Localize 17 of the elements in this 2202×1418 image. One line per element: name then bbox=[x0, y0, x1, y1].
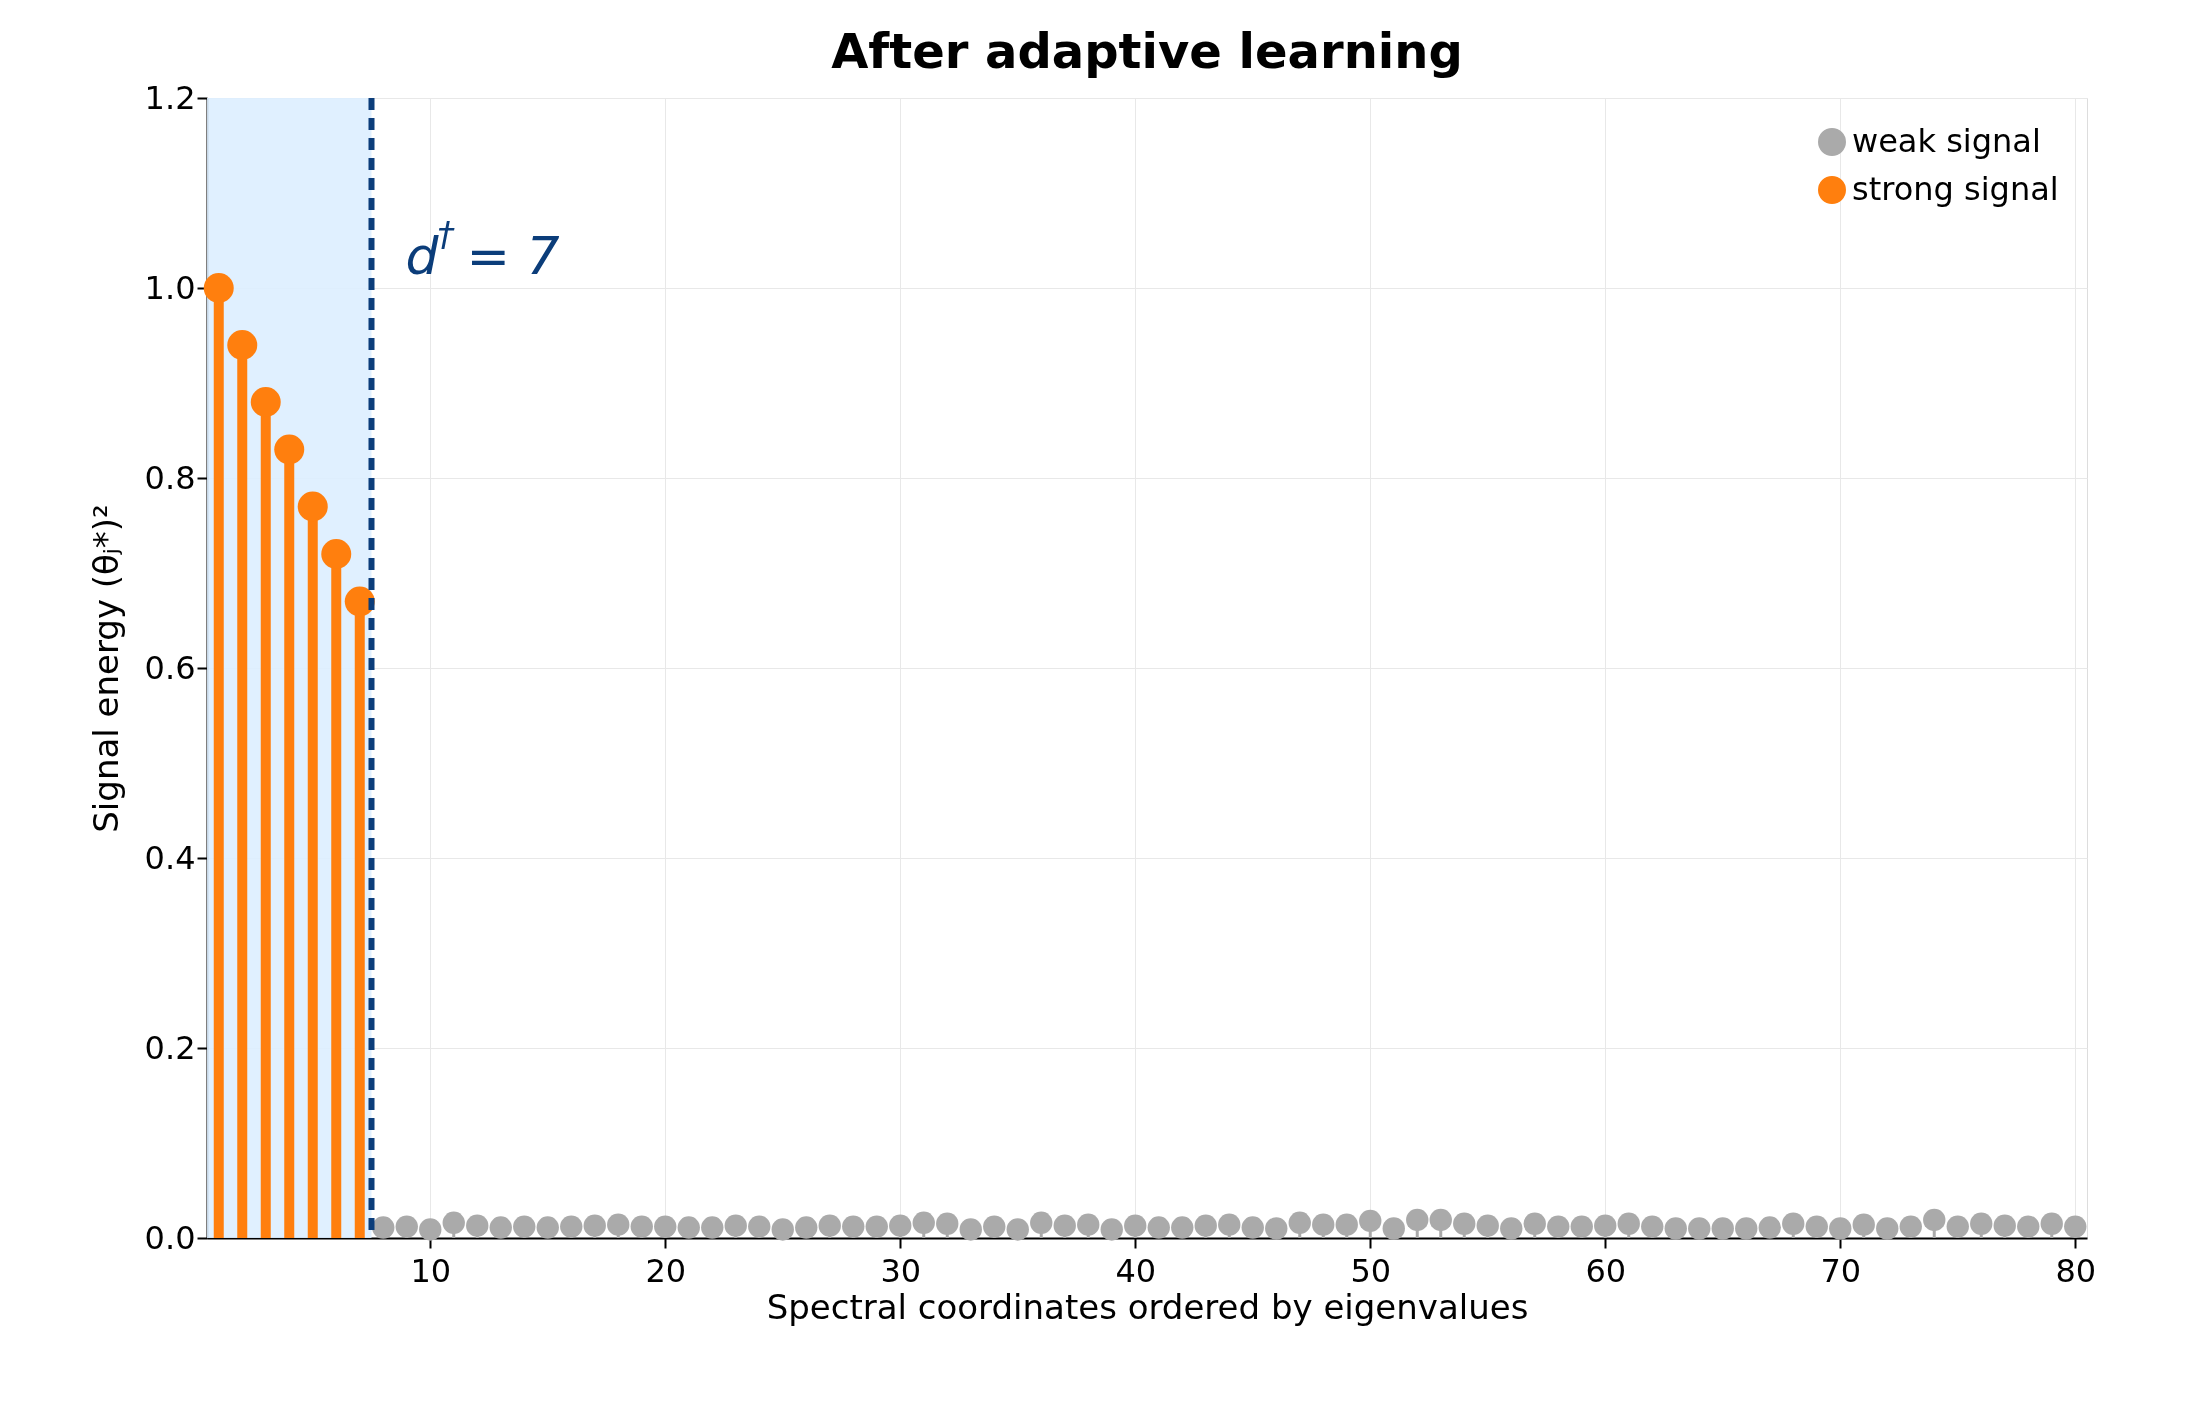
chart-title: After adaptive learning bbox=[831, 23, 1463, 79]
x-tick-label: 20 bbox=[645, 1251, 687, 1290]
legend-label: strong signal bbox=[1852, 170, 2059, 208]
x-tick-label: 80 bbox=[2055, 1251, 2097, 1290]
ref-line-label: d† = 7 bbox=[405, 214, 560, 286]
x-tick-label: 60 bbox=[1585, 1251, 1627, 1290]
y-tick-label: 0.4 bbox=[144, 838, 196, 877]
y-tick-label: 1.0 bbox=[144, 268, 196, 307]
x-tick-label: 10 bbox=[410, 1251, 452, 1290]
x-tick-label: 70 bbox=[1820, 1251, 1862, 1290]
y-axis-title: Signal energy (θⱼ*)² bbox=[85, 504, 126, 833]
legend-label: weak signal bbox=[1852, 122, 2041, 160]
y-tick-label: 0.6 bbox=[144, 648, 196, 687]
y-tick-label: 1.2 bbox=[144, 78, 196, 117]
y-tick-label: 0.8 bbox=[144, 458, 196, 497]
y-tick-label: 0.2 bbox=[144, 1028, 196, 1067]
y-tick-label: 0.0 bbox=[144, 1218, 196, 1257]
